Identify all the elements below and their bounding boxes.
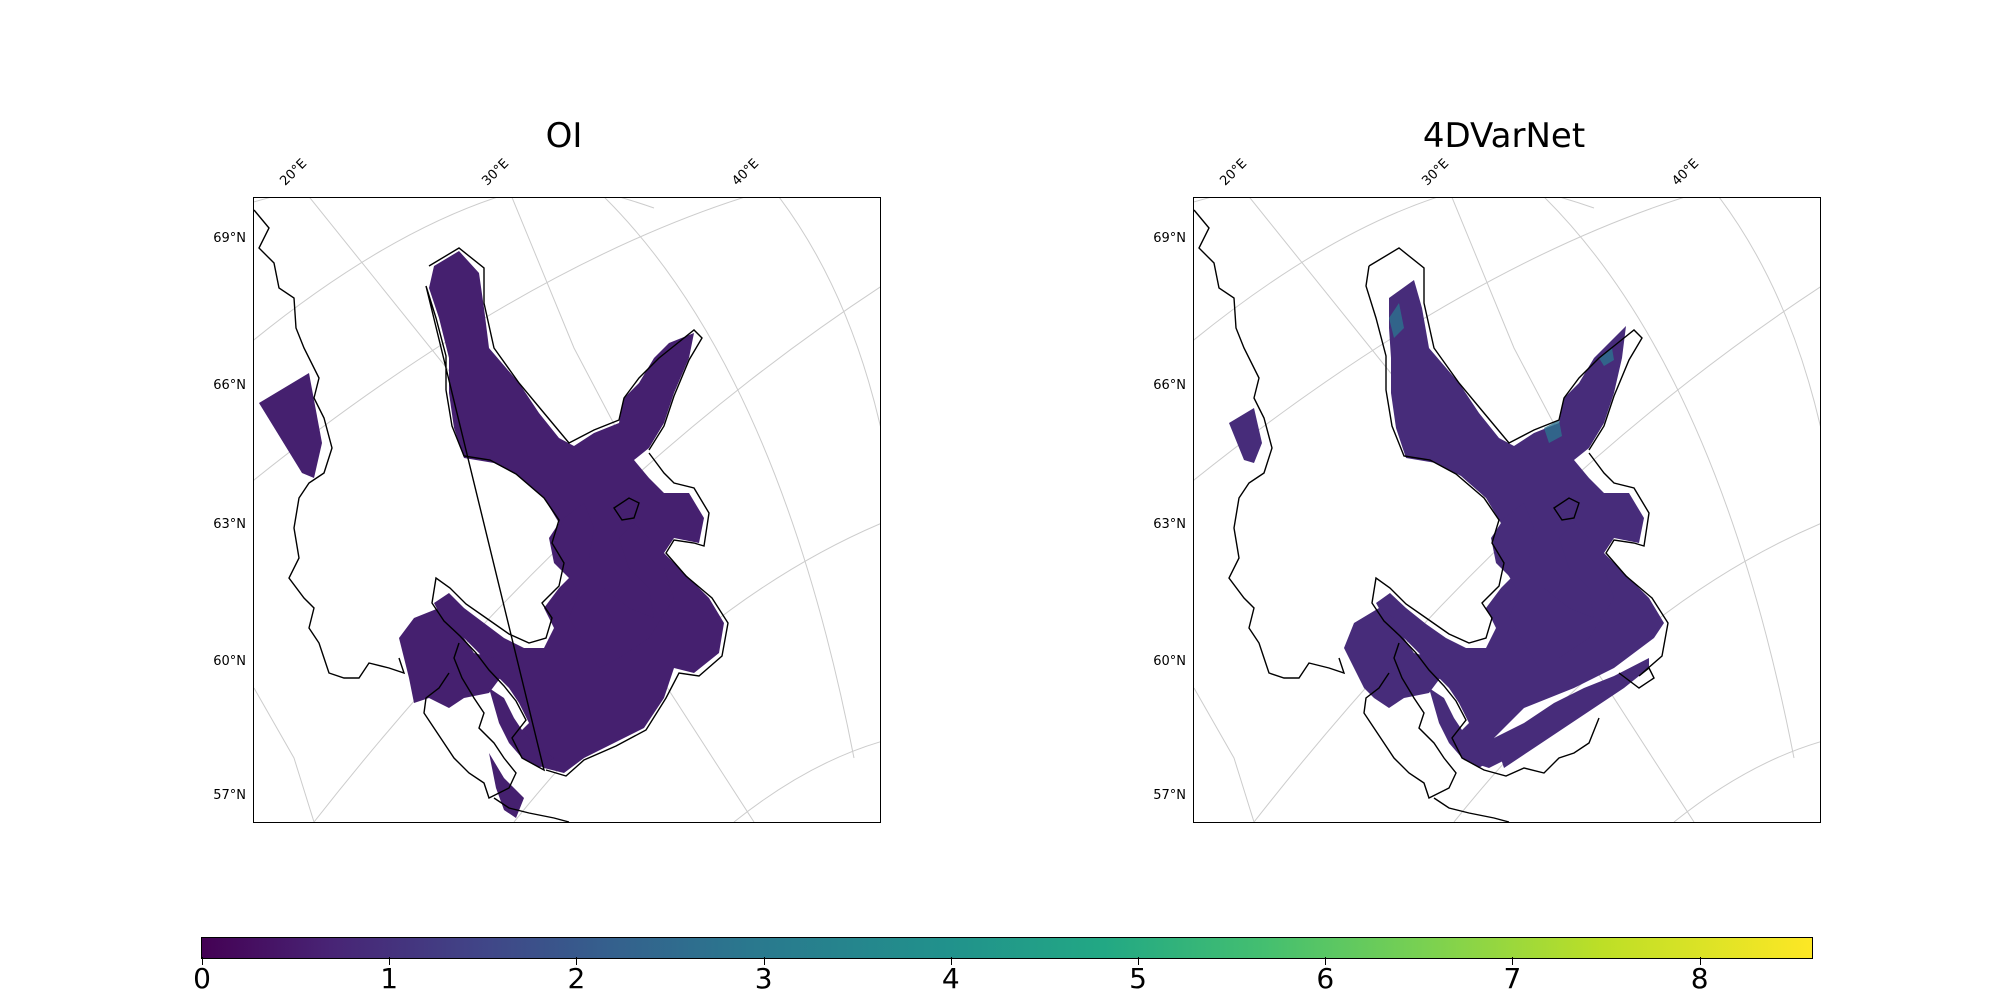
colorbar-tick xyxy=(1512,957,1514,965)
graticule-line xyxy=(1673,741,1820,822)
colorbar-tick-label: 2 xyxy=(567,962,586,995)
coastal-patch xyxy=(1544,420,1562,443)
graticule-line xyxy=(254,198,744,481)
map-4dvarnet[interactable] xyxy=(1193,197,1821,823)
lat-label: 60°N xyxy=(213,654,246,669)
denmark-coast xyxy=(423,642,517,799)
colorbar-tick xyxy=(389,957,391,965)
kattegat-field xyxy=(489,688,554,768)
coastline xyxy=(254,209,729,822)
swedish-coast xyxy=(1365,265,1600,777)
finnish-coast xyxy=(545,452,729,777)
colorbar-tick-label: 8 xyxy=(1690,962,1709,995)
lat-label: 63°N xyxy=(213,517,246,532)
swedish-coast xyxy=(425,285,565,772)
colorbar-tick-label: 3 xyxy=(754,962,773,995)
germany-coast xyxy=(1433,797,1510,822)
graticule-line xyxy=(1544,198,1795,759)
colorbar-tick-label: 0 xyxy=(193,962,211,995)
graticule-line xyxy=(1194,198,1684,481)
high-value-patches xyxy=(1389,303,1614,443)
gulf-of-bothnia-coast xyxy=(428,247,703,451)
panel-oi: OI 20°E 30°E 40°E 69°N 66°N 63°N 60°N 57… xyxy=(213,116,881,823)
norway-strip-field xyxy=(1229,408,1262,463)
lat-label: 57°N xyxy=(213,788,246,803)
aland-coast xyxy=(613,497,640,521)
bothnian-sea-field xyxy=(1494,503,1614,668)
colorbar-tick-label: 7 xyxy=(1503,962,1522,995)
aland-coast xyxy=(1553,497,1580,521)
colorbar xyxy=(201,937,1813,959)
colorbar-tick xyxy=(576,957,578,965)
colorbar-tick xyxy=(1138,957,1140,965)
panel-title: 4DVarNet xyxy=(1422,116,1586,156)
panel-4dvarnet: 4DVarNet 20°E 30°E 40°E 69°N 66°N 63°N 6… xyxy=(940,0,1940,1000)
graticule-line xyxy=(254,198,497,341)
lon-label: 40°E xyxy=(729,156,763,189)
colorbar-tick xyxy=(1325,957,1327,965)
norway-coast xyxy=(254,209,406,679)
colorbar-tick xyxy=(202,957,203,965)
coastal-patch xyxy=(1599,348,1614,366)
denmark-coast xyxy=(1363,642,1457,799)
map-svg xyxy=(1194,198,1820,822)
oresund-field xyxy=(489,753,524,818)
map-oi[interactable] xyxy=(253,197,881,823)
germany-coast xyxy=(493,797,570,822)
colorbar-tick xyxy=(950,957,952,965)
lon-label: 30°E xyxy=(479,156,513,189)
colorbar-tick xyxy=(763,957,765,965)
lon-label: 40°E xyxy=(1669,156,1703,189)
graticule-line xyxy=(1719,198,1820,428)
norway-coast xyxy=(1194,209,1346,679)
lat-label: 60°N xyxy=(1153,654,1186,669)
lat-label: 69°N xyxy=(213,231,246,246)
lon-label: 20°E xyxy=(1217,156,1251,189)
lat-label: 66°N xyxy=(1153,378,1186,393)
colorbar-tick-label: 6 xyxy=(1316,962,1335,995)
gulf-of-bothnia-coast xyxy=(1368,247,1643,451)
graticule-line xyxy=(1194,198,1437,341)
baltic-south-field xyxy=(1494,658,1649,768)
data-field xyxy=(259,251,724,818)
lat-label: 57°N xyxy=(1153,788,1186,803)
map-svg xyxy=(254,198,880,822)
graticule-line xyxy=(254,687,315,822)
coastal-patch xyxy=(1389,303,1404,338)
graticule-line xyxy=(733,741,880,822)
colorbar-tick-label: 1 xyxy=(380,962,399,995)
colorbar-tick-label: 4 xyxy=(941,962,960,995)
data-field xyxy=(1229,280,1664,768)
lat-label: 69°N xyxy=(1153,231,1186,246)
graticule-line xyxy=(1194,687,1255,822)
lat-label: 63°N xyxy=(1153,517,1186,532)
norway-strip-field xyxy=(259,373,322,478)
lat-label: 66°N xyxy=(213,378,246,393)
panel-title: OI xyxy=(545,116,583,156)
kattegat-field xyxy=(1429,688,1494,768)
finnish-coast xyxy=(1588,452,1669,689)
coastline xyxy=(1194,209,1669,822)
lon-label: 30°E xyxy=(1419,156,1453,189)
lon-label: 20°E xyxy=(277,156,311,189)
colorbar-tick-label: 5 xyxy=(1129,962,1147,995)
colorbar-tick xyxy=(1699,957,1701,965)
graticule-line xyxy=(604,198,855,759)
skagerrak-field xyxy=(399,608,504,708)
graticule-line xyxy=(779,198,880,428)
bothnian-sea-field xyxy=(554,503,674,668)
